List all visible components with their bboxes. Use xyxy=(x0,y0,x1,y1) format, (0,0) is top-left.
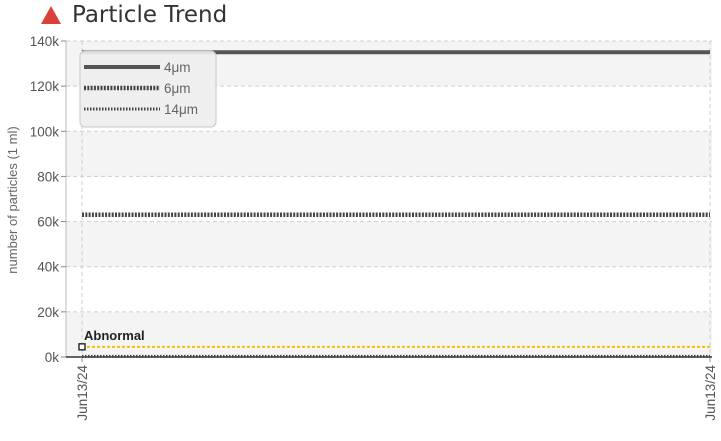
y-tick-label: 80k xyxy=(37,169,59,184)
warning-triangle-icon xyxy=(41,6,61,24)
chart-title: Particle Trend xyxy=(72,2,228,28)
legend-label-14μm: 14μm xyxy=(164,102,198,117)
plot-band xyxy=(66,131,712,177)
y-tick-label: 100k xyxy=(30,124,60,139)
legend-label-6μm: 6μm xyxy=(164,81,191,96)
x-tick-label: Jun13/24 xyxy=(703,365,718,421)
y-tick-label: 0k xyxy=(45,350,60,365)
y-tick-label: 60k xyxy=(37,215,59,230)
y-tick-label: 140k xyxy=(30,34,60,49)
plot-band xyxy=(66,311,712,357)
y-tick-label: 120k xyxy=(30,79,60,94)
x-tick-label: Jun13/24 xyxy=(75,365,90,421)
legend-label-4μm: 4μm xyxy=(164,60,191,75)
y-tick-label: 40k xyxy=(37,260,59,275)
plot-band xyxy=(66,221,712,267)
y-tick-label: 20k xyxy=(37,305,59,320)
threshold-marker xyxy=(78,343,86,351)
y-axis-label: number of particles (1 ml) xyxy=(5,126,20,273)
threshold-label: Abnormal xyxy=(84,328,145,343)
chart-header: Particle Trend xyxy=(40,0,227,30)
